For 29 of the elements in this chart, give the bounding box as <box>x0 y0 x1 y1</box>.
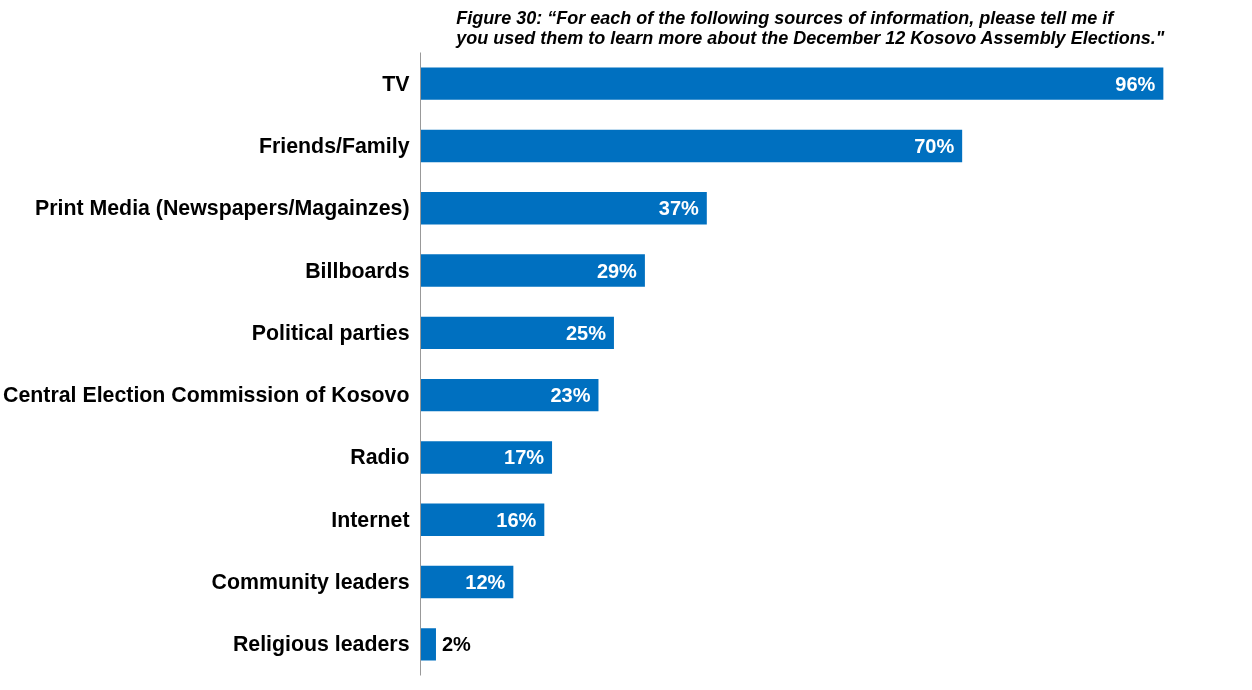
y-tick-label: Radio <box>350 445 410 470</box>
data-label: 70% <box>914 134 955 157</box>
y-tick-label: Billboards <box>305 258 410 283</box>
bar <box>420 254 645 287</box>
data-label: 2% <box>441 633 472 656</box>
chart-title: Figure 30: “For each of the following sources of information, please tell me if you used them to learn more about the December 12 Kosovo Assembly Elections." <box>455 7 1165 48</box>
bar <box>420 441 553 474</box>
data-label: 37% <box>658 197 700 220</box>
data-label: 12% <box>465 571 506 594</box>
y-tick-label: Political parties <box>251 320 410 345</box>
y-tick-label: Friends/Family <box>258 133 410 158</box>
data-label: 29% <box>596 259 638 282</box>
y-tick-label: Internet <box>331 507 410 532</box>
bar <box>420 129 963 163</box>
bar <box>420 378 599 412</box>
data-label: 23% <box>550 384 591 407</box>
y-tick-label: Community leaders <box>211 570 410 595</box>
y-tick-label: Religious leaders <box>232 632 410 657</box>
bar <box>420 67 1164 100</box>
data-label: 25% <box>565 321 607 344</box>
data-label: 16% <box>496 508 537 531</box>
bar <box>420 192 707 225</box>
y-tick-label: TV <box>382 71 411 96</box>
data-label: 96% <box>1115 72 1156 95</box>
y-tick-label: Print Media (Newspapers/Magainzes) <box>34 196 410 221</box>
bar <box>420 316 614 350</box>
bar <box>420 628 436 661</box>
data-label: 17% <box>504 446 545 469</box>
y-tick-label: Central Election Commission of Kosovo <box>3 383 410 408</box>
